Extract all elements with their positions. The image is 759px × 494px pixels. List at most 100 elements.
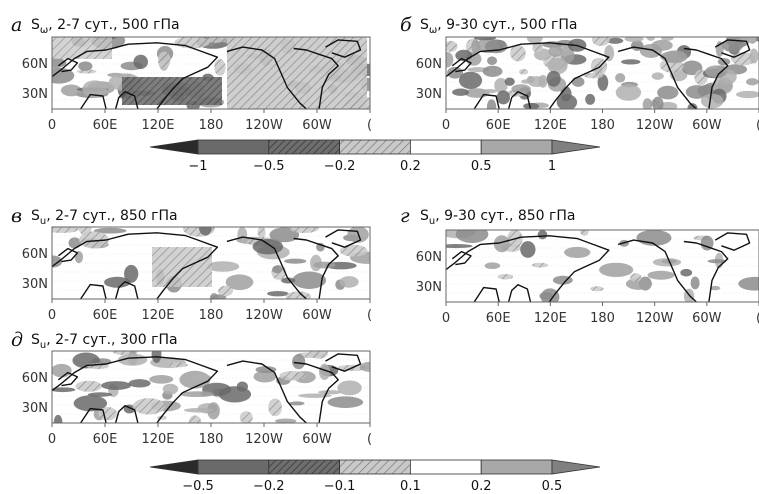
coastline xyxy=(325,353,362,372)
panel-title: Su, 2-7 сут., 850 гПа xyxy=(31,208,178,227)
x-tick-label: 60W xyxy=(692,118,722,133)
colorbar-arrow-left xyxy=(149,139,199,155)
title-subscript: u xyxy=(40,216,46,227)
title-subscript: u xyxy=(429,216,435,227)
x-tick-label: 60E xyxy=(93,308,118,323)
title-text: , 9-30 сут., 850 гПа xyxy=(435,208,575,224)
coastline xyxy=(683,47,729,109)
title-text: , 2-7 сут., 500 гПа xyxy=(48,17,179,33)
x-tick-label: 0 xyxy=(442,118,450,133)
x-tick-label: 120E xyxy=(141,432,174,447)
panel-letter: б xyxy=(400,14,412,36)
x-tick-label: 120W xyxy=(245,308,283,323)
coastline xyxy=(507,90,532,109)
coastline xyxy=(57,371,79,387)
coastline xyxy=(446,235,610,302)
coastline xyxy=(325,39,362,58)
x-tick-label: ( xyxy=(367,432,372,447)
y-tick-label: 60N xyxy=(22,57,48,72)
x-tick-label: 60E xyxy=(93,432,118,447)
map-field xyxy=(52,37,370,109)
colorbar-segment xyxy=(480,139,553,155)
coastline xyxy=(226,236,307,299)
colorbar-label: −0.5 xyxy=(182,479,214,494)
coastline xyxy=(80,283,107,299)
x-tick-label: 180 xyxy=(590,118,615,133)
coastline xyxy=(114,405,139,423)
x-tick-label: 60E xyxy=(486,311,511,326)
x-tick-label: 120E xyxy=(141,308,174,323)
coastline xyxy=(507,284,532,302)
x-tick-label: ( xyxy=(367,308,372,323)
colorbar-segment xyxy=(268,139,340,155)
title-text: , 2-7 сут., 300 гПа xyxy=(46,332,177,348)
coastline xyxy=(52,356,219,423)
y-tick-label: 30N xyxy=(416,87,442,102)
title-text: , 2-7 сут., 850 гПа xyxy=(46,208,177,224)
y-tick-label: 30N xyxy=(416,280,442,295)
x-tick-label: 0 xyxy=(48,432,56,447)
colorbars-layer: −1 −0.5 −0.2 0.2 0.5 1 −0.5 −0.2 −0.1 0.1 0.2 0.5 xyxy=(149,139,601,494)
x-tick-label: 120E xyxy=(534,118,567,133)
x-tick-label: 60W xyxy=(692,311,722,326)
coastline xyxy=(293,361,339,423)
panel-title: Sω, 9-30 сут., 500 гПа xyxy=(420,17,578,36)
coastline xyxy=(451,57,472,73)
title-subscript: u xyxy=(40,340,46,351)
coastline xyxy=(293,47,339,109)
colorbar-label: −1 xyxy=(188,159,207,174)
coastline xyxy=(80,407,107,423)
coastline xyxy=(114,281,139,299)
title-var: S xyxy=(31,17,40,33)
x-tick-label: ( xyxy=(756,311,759,326)
title-var: S xyxy=(31,208,40,224)
coastline xyxy=(52,42,219,109)
coastline xyxy=(114,90,139,109)
x-tick-label: 120E xyxy=(141,118,174,133)
colorbar-label: −0.1 xyxy=(324,479,356,494)
title-subscript: ω xyxy=(40,25,48,36)
x-tick-label: 120W xyxy=(245,432,283,447)
x-tick-label: ( xyxy=(756,118,759,133)
coastline xyxy=(473,286,500,302)
coastline xyxy=(226,360,307,423)
panel-title: Su, 9-30 сут., 850 гПа xyxy=(420,208,575,227)
coastline xyxy=(80,93,107,109)
colorbar-label: 1 xyxy=(548,159,556,174)
colorbar-label: −0.5 xyxy=(253,159,285,174)
x-tick-label: ( xyxy=(367,118,372,133)
map-field xyxy=(52,351,370,423)
y-tick-label: 30N xyxy=(22,87,48,102)
x-tick-label: 0 xyxy=(48,118,56,133)
x-tick-label: 120E xyxy=(534,311,567,326)
title-var: S xyxy=(420,17,429,33)
coastline xyxy=(683,240,729,302)
colorbar-arrow-left xyxy=(149,459,199,475)
coastline xyxy=(714,232,751,251)
colorbar-label: −0.2 xyxy=(324,159,356,174)
coastline xyxy=(226,46,307,109)
colorbar-segment xyxy=(409,139,482,155)
colorbar-arrow-right xyxy=(551,139,601,155)
panel-letter: а xyxy=(11,14,22,36)
x-tick-label: 60W xyxy=(302,432,332,447)
colorbar-segment xyxy=(339,459,411,475)
coastline xyxy=(57,57,79,73)
colorbar-segment xyxy=(197,459,270,475)
x-tick-label: 120W xyxy=(636,118,674,133)
colorbar-segment xyxy=(480,459,553,475)
x-tick-label: 0 xyxy=(442,311,450,326)
colorbar-label: 0.5 xyxy=(471,159,492,174)
coastline xyxy=(446,42,610,109)
y-tick-label: 60N xyxy=(22,371,48,386)
x-tick-label: 120W xyxy=(636,311,674,326)
coastline xyxy=(473,93,500,109)
y-tick-label: 60N xyxy=(22,247,48,262)
x-tick-label: 180 xyxy=(590,311,615,326)
coastline xyxy=(52,232,219,299)
